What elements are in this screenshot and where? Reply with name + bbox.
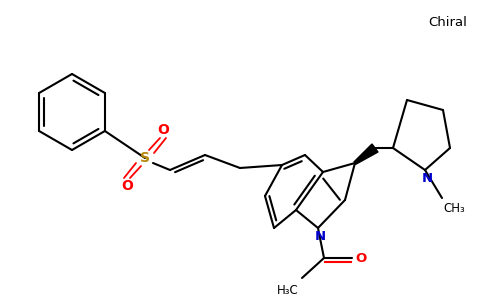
Text: Chiral: Chiral bbox=[428, 16, 468, 28]
Text: H₃C: H₃C bbox=[277, 284, 299, 296]
Text: O: O bbox=[157, 123, 169, 137]
Text: CH₃: CH₃ bbox=[443, 202, 465, 214]
Text: N: N bbox=[315, 230, 326, 242]
Text: N: N bbox=[422, 172, 433, 184]
Polygon shape bbox=[354, 144, 378, 164]
Text: S: S bbox=[140, 151, 150, 165]
Text: O: O bbox=[355, 251, 366, 265]
Text: O: O bbox=[121, 179, 133, 193]
